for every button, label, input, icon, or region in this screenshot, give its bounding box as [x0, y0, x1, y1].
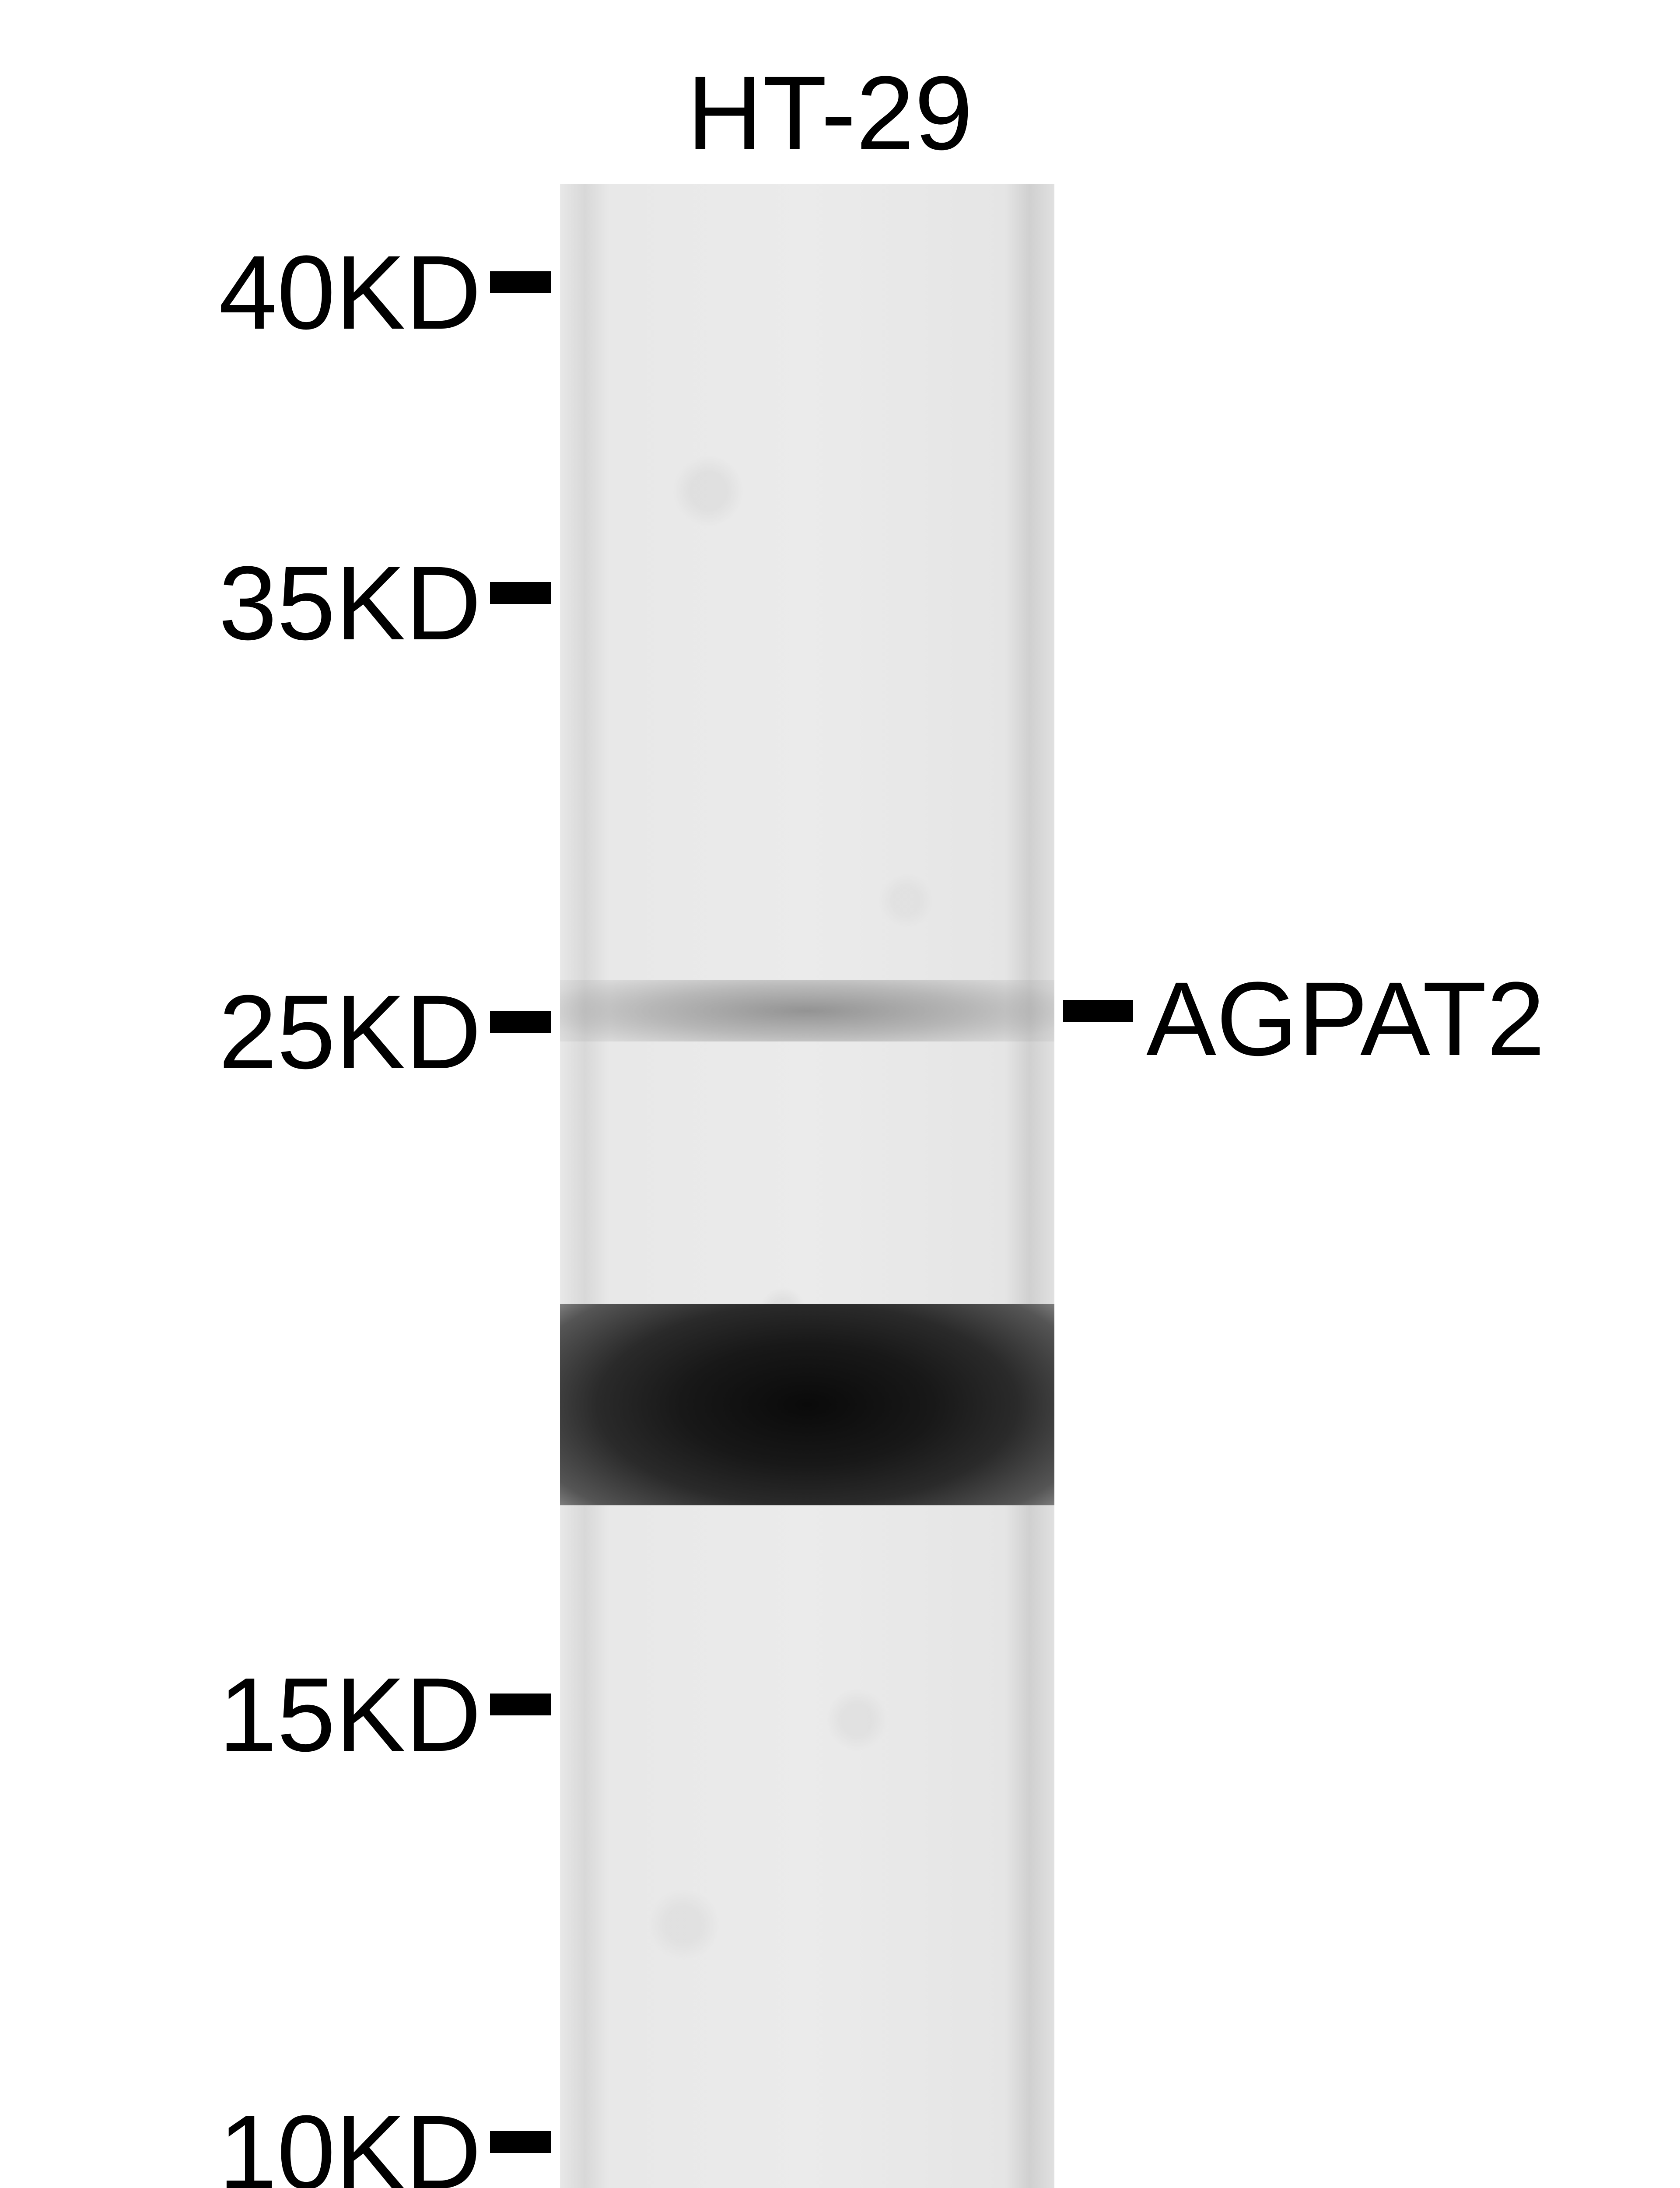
marker-label-15kd: 15KD	[219, 1654, 481, 1775]
marker-tick-15kd	[490, 1694, 551, 1715]
marker-label-40kd: 40KD	[219, 232, 481, 353]
marker-label-10kd: 10KD	[219, 2092, 481, 2188]
western-blot-figure: HT-29 40KD 35KD 25KD 15KD 10KD AGPAT2	[0, 0, 1680, 2188]
marker-tick-10kd	[490, 2131, 551, 2153]
marker-tick-40kd	[490, 271, 551, 293]
lane-texture	[560, 184, 1054, 2188]
band-faint-agpat2	[560, 980, 1054, 1041]
marker-tick-35kd	[490, 582, 551, 604]
sample-label: HT-29	[687, 53, 973, 173]
marker-label-35kd: 35KD	[219, 543, 481, 663]
marker-tick-25kd	[490, 1011, 551, 1033]
target-tick-agpat2	[1063, 1000, 1133, 1022]
marker-label-25kd: 25KD	[219, 971, 481, 1092]
blot-lane	[560, 184, 1054, 2188]
band-strong	[560, 1304, 1054, 1505]
target-label-agpat2: AGPAT2	[1146, 958, 1545, 1079]
